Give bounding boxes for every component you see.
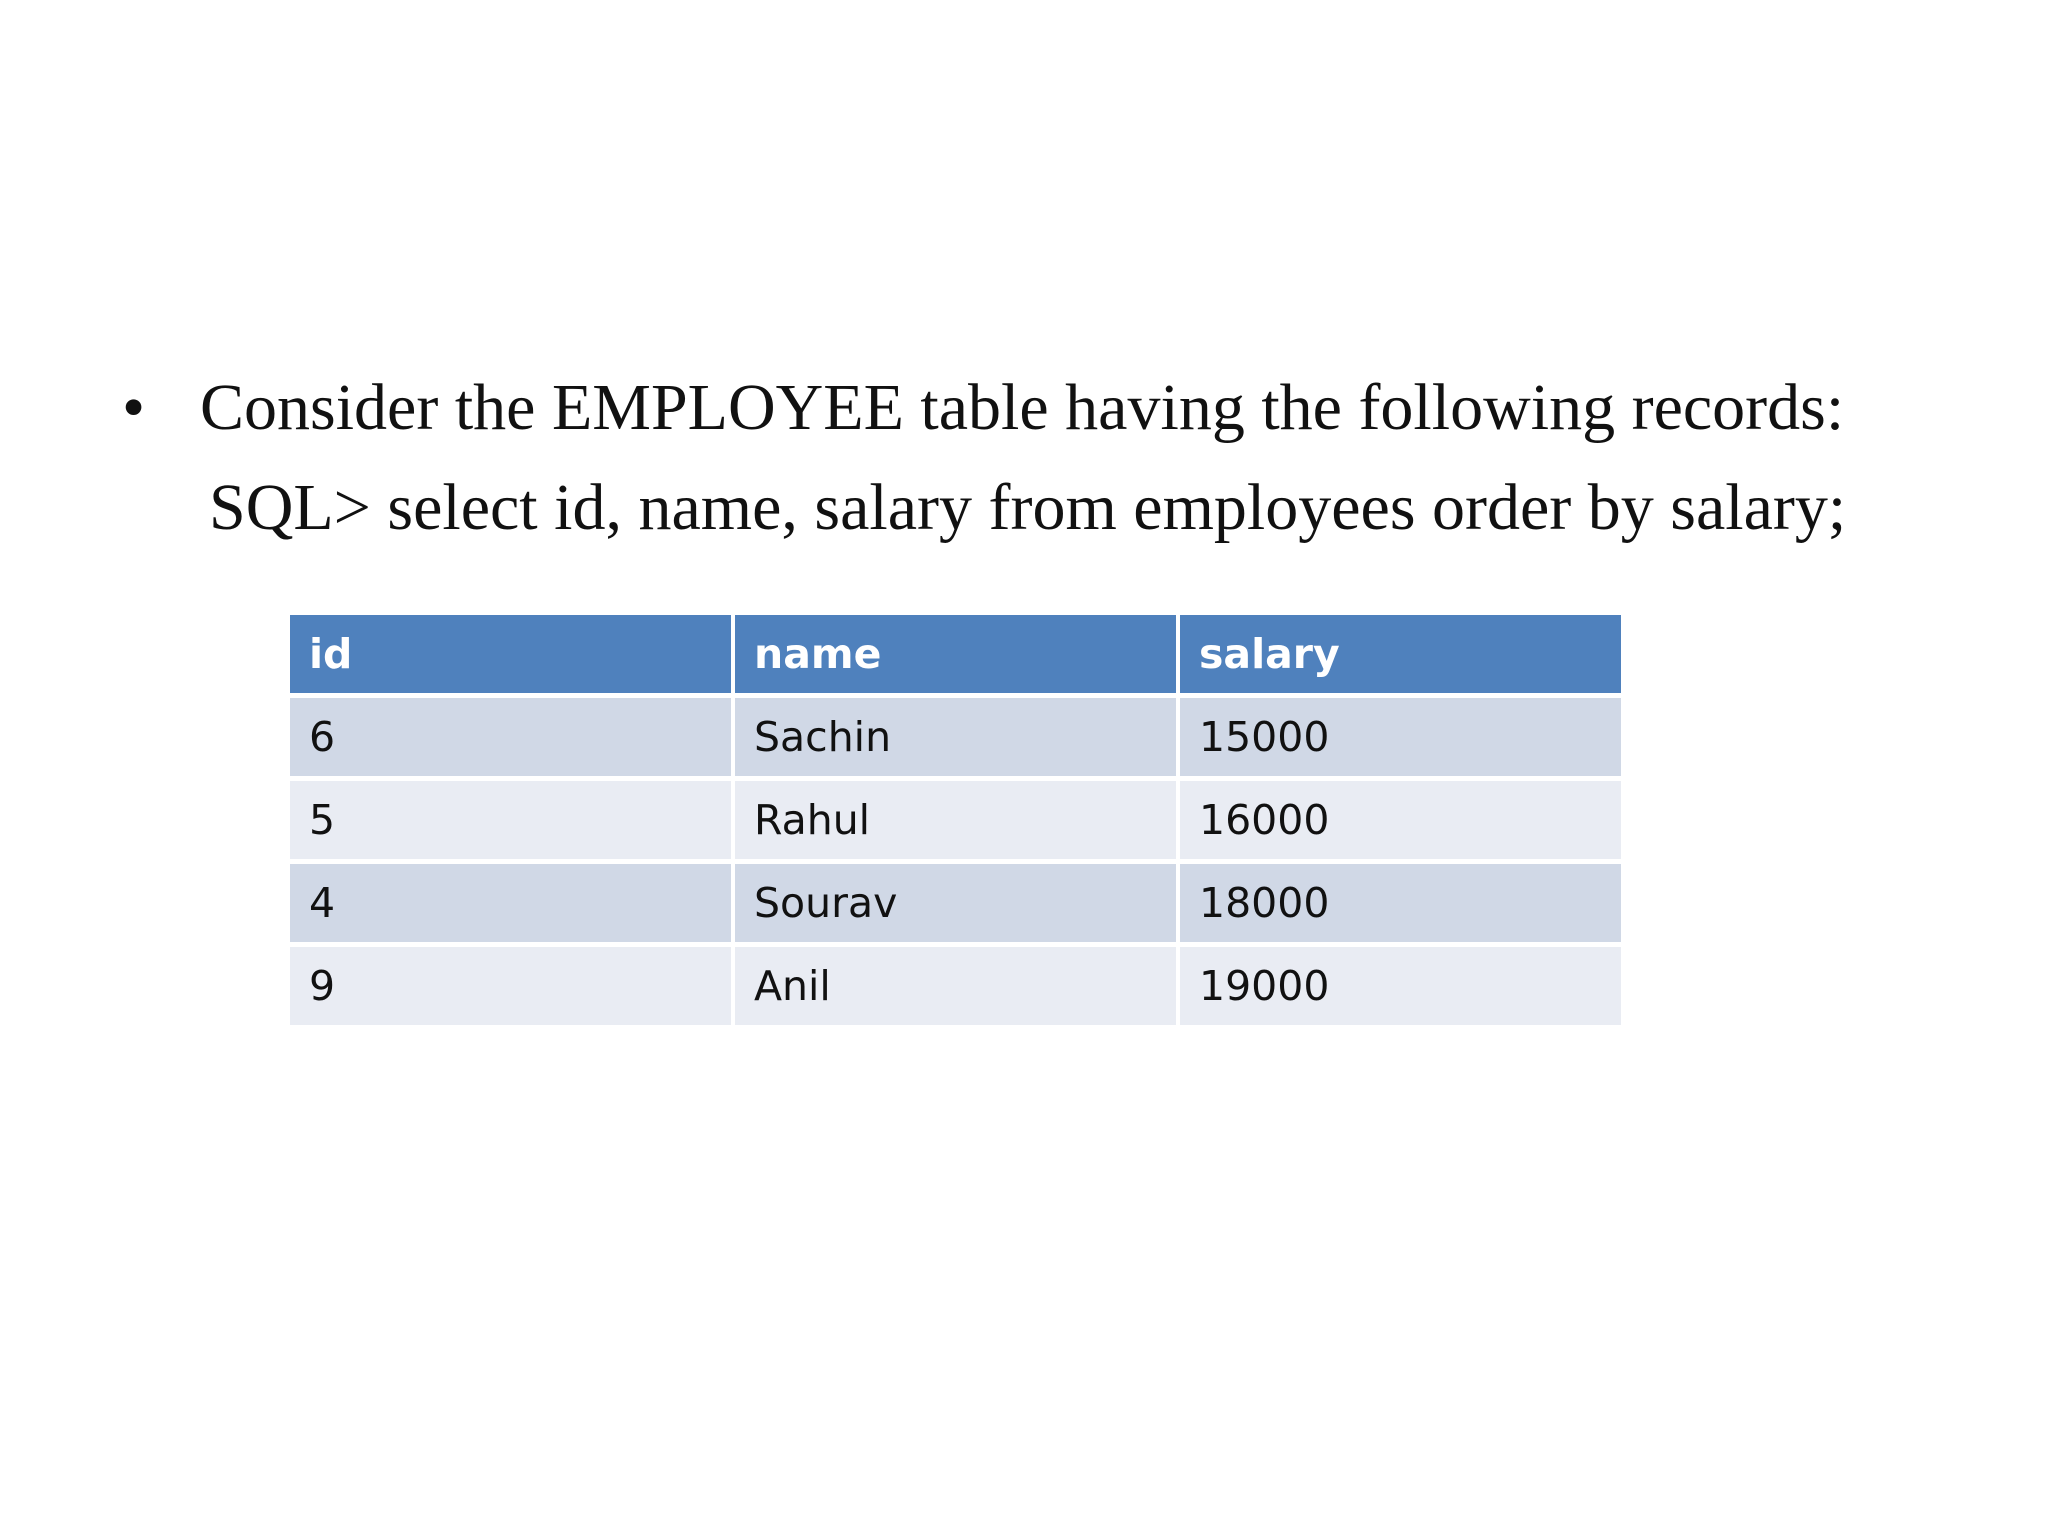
- cell-name: Anil: [735, 947, 1176, 1025]
- bullet-text: Consider the EMPLOYEE table having the f…: [200, 371, 1845, 444]
- table-row: 5 Rahul 16000: [290, 781, 1621, 859]
- sql-query-text: SQL> select id, name, salary from employ…: [209, 471, 1847, 544]
- cell-salary: 19000: [1180, 947, 1621, 1025]
- cell-salary: 15000: [1180, 698, 1621, 776]
- table-row: 9 Anil 19000: [290, 947, 1621, 1025]
- cell-name: Rahul: [735, 781, 1176, 859]
- bullet-icon: •: [122, 371, 146, 444]
- table-header-row: id name salary: [290, 615, 1621, 693]
- cell-salary: 18000: [1180, 864, 1621, 942]
- cell-id: 6: [290, 698, 731, 776]
- cell-name: Sourav: [735, 864, 1176, 942]
- header-id: id: [290, 615, 731, 693]
- table-row: 6 Sachin 15000: [290, 698, 1621, 776]
- table-row: 4 Sourav 18000: [290, 864, 1621, 942]
- cell-id: 5: [290, 781, 731, 859]
- employee-table: id name salary 6 Sachin 15000 5 Rahul 16…: [286, 610, 1625, 1030]
- cell-id: 9: [290, 947, 731, 1025]
- cell-name: Sachin: [735, 698, 1176, 776]
- header-salary: salary: [1180, 615, 1621, 693]
- header-name: name: [735, 615, 1176, 693]
- cell-id: 4: [290, 864, 731, 942]
- cell-salary: 16000: [1180, 781, 1621, 859]
